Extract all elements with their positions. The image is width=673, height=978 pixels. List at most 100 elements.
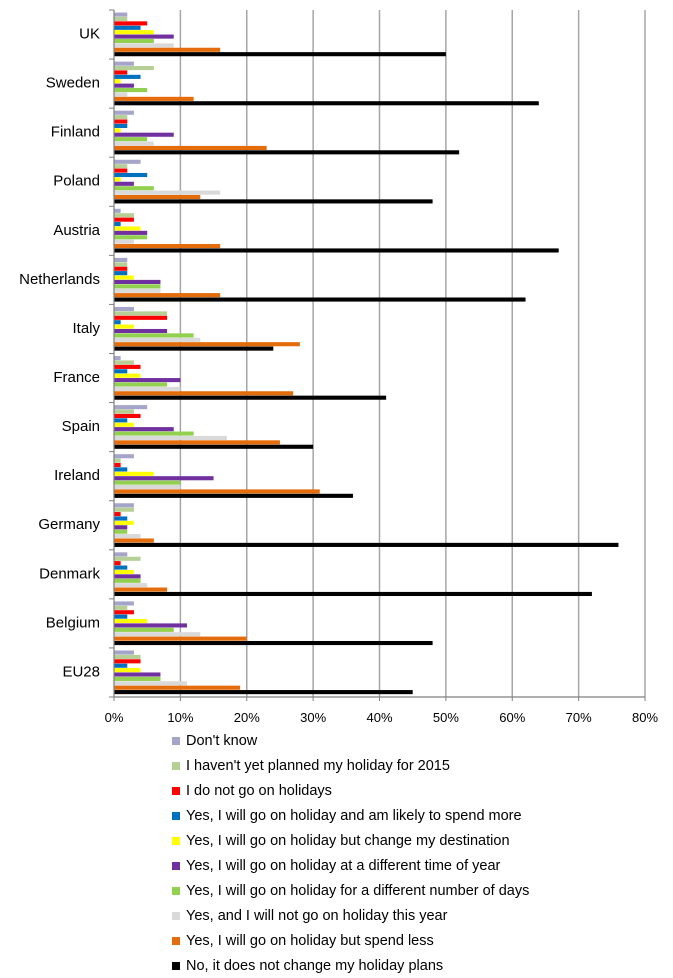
category-labels: UK Sweden Finland Poland Austria Netherlands I… (19, 26, 101, 681)
x-tick-label: 60% (499, 710, 525, 725)
category-label: Ireland (54, 467, 100, 484)
bar (114, 663, 128, 668)
bar (114, 70, 128, 75)
category-label: Netherlands (19, 271, 100, 288)
bar (114, 471, 154, 476)
bar (114, 454, 134, 459)
bar (114, 52, 446, 57)
bar (114, 659, 141, 664)
bar (114, 186, 154, 191)
bar (114, 21, 148, 26)
bar (114, 418, 128, 423)
category-label: Finland (51, 124, 100, 141)
bar (114, 38, 154, 44)
bar (114, 650, 134, 655)
bar (114, 378, 181, 383)
bar (114, 230, 148, 235)
legend-label: Yes, I will go on holiday but change my … (186, 832, 510, 849)
x-tick-label: 10% (167, 710, 193, 725)
legend-label: Don't know (186, 732, 258, 749)
bar (114, 672, 161, 677)
category-label: Spain (62, 418, 100, 435)
category-label: Austria (53, 222, 100, 239)
bar (114, 601, 134, 606)
bar (114, 610, 134, 615)
bar (114, 618, 148, 624)
bar (114, 150, 460, 155)
bar (114, 12, 128, 17)
bar (114, 74, 141, 79)
category-label: Sweden (46, 75, 100, 92)
bar (114, 503, 134, 508)
bar (114, 315, 168, 320)
bar (114, 213, 134, 218)
bar (114, 516, 128, 521)
bar (114, 534, 141, 539)
bar (114, 217, 134, 222)
bar (114, 266, 128, 271)
legend-item: Yes, I will go on holiday at a different… (172, 853, 529, 878)
bar (114, 172, 148, 178)
bar (114, 561, 121, 566)
bar (114, 440, 280, 445)
x-tick-label: 70% (566, 710, 592, 725)
bar (114, 320, 121, 325)
bar (114, 632, 201, 637)
bar (114, 668, 141, 673)
bar (114, 226, 141, 231)
bar (114, 199, 433, 204)
x-tick-label: 20% (234, 710, 260, 725)
bar (114, 493, 353, 498)
bar (114, 96, 194, 101)
bar (114, 159, 141, 164)
bar (114, 627, 174, 632)
bar (114, 605, 128, 610)
bar (114, 623, 188, 628)
bar (114, 311, 168, 316)
bar (114, 25, 141, 30)
bar (114, 685, 241, 690)
bars (114, 12, 619, 695)
bar (114, 489, 320, 494)
legend-item: Yes, I will go on holiday and am likely … (172, 803, 529, 828)
axes (109, 9, 646, 701)
category-label: Italy (72, 320, 100, 337)
bar (114, 115, 128, 120)
bar (114, 257, 128, 262)
category-label: UK (79, 26, 100, 43)
legend-swatch (172, 961, 180, 970)
bar (114, 444, 314, 449)
bar (114, 16, 128, 22)
bar (114, 409, 134, 414)
legend-swatch (172, 861, 180, 870)
bar (114, 61, 134, 66)
bar (114, 328, 168, 334)
bar (114, 293, 221, 298)
bar (114, 275, 134, 280)
x-tick-label: 0% (105, 710, 124, 725)
legend: Don't know I haven't yet planned my holid… (172, 728, 529, 978)
bar (114, 676, 161, 681)
x-tick-label: 30% (300, 710, 326, 725)
bar (114, 636, 247, 641)
bar (114, 34, 174, 39)
bar (114, 284, 161, 289)
bar (114, 132, 174, 137)
bar (114, 435, 227, 441)
bar (114, 512, 121, 517)
category-label: Poland (53, 173, 100, 190)
legend-swatch (172, 811, 180, 820)
legend-swatch (172, 761, 180, 770)
bar (114, 181, 134, 186)
category-label: Denmark (39, 565, 100, 582)
legend-label: Yes, I will go on holiday for a differen… (186, 882, 530, 899)
bar (114, 79, 121, 84)
bar (114, 333, 194, 338)
bar (114, 690, 413, 695)
bar (114, 591, 592, 597)
bar (114, 427, 174, 432)
bar (114, 279, 161, 284)
bar (114, 373, 141, 378)
legend-label: No, it does not change my holiday plans (186, 957, 444, 974)
bar (114, 235, 148, 240)
